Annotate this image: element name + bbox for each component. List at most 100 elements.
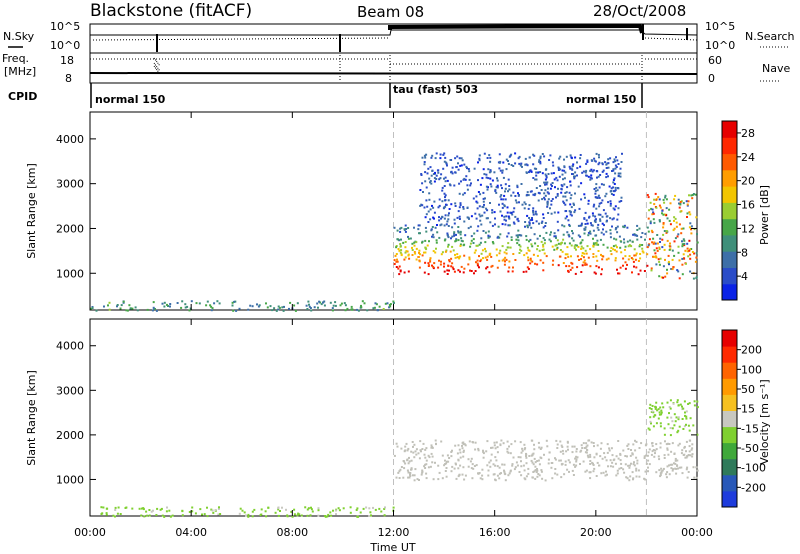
range-cell (435, 174, 438, 177)
range-cell (597, 163, 600, 166)
range-cell (605, 176, 608, 179)
colorbar-swatch (722, 267, 737, 285)
range-cell (542, 217, 545, 219)
colorbar-swatch (722, 490, 737, 508)
range-cell (551, 161, 554, 164)
range-cell (443, 177, 445, 180)
range-cell (447, 199, 450, 202)
range-cell (690, 232, 693, 235)
range-cell (562, 178, 564, 181)
range-cell (696, 406, 699, 409)
range-cell (472, 197, 475, 200)
range-cell (481, 468, 484, 471)
range-cell (399, 468, 402, 471)
range-cell (587, 456, 590, 459)
range-cell (567, 255, 570, 258)
range-cell (600, 201, 603, 204)
range-cell (532, 463, 535, 466)
range-cell (463, 192, 466, 195)
range-cell (691, 443, 694, 446)
range-cell (595, 186, 598, 189)
range-cell (453, 270, 456, 273)
range-cell (493, 444, 496, 447)
range-cell (611, 170, 613, 172)
range-cell (680, 227, 683, 230)
range-cell (485, 450, 488, 453)
range-cell (607, 465, 609, 468)
range-cell (612, 248, 615, 251)
range-cell (278, 306, 281, 309)
range-cell (402, 460, 405, 462)
range-cell (639, 243, 641, 246)
range-cell (664, 258, 666, 261)
range-cell (585, 445, 588, 448)
range-cell (429, 465, 432, 468)
range-cell (618, 272, 621, 275)
range-cell (409, 237, 412, 240)
range-cell (503, 194, 506, 197)
range-cell (631, 453, 634, 456)
range-cell (605, 172, 608, 175)
range-cell (607, 162, 610, 165)
range-cell (639, 253, 642, 255)
range-cell (532, 452, 535, 455)
range-cell (593, 203, 596, 206)
range-cell (527, 259, 530, 262)
range-cell (588, 471, 591, 474)
range-cell (612, 181, 615, 184)
range-cell (693, 400, 696, 403)
range-cell (624, 463, 627, 466)
range-cell (394, 254, 397, 257)
range-cell (526, 214, 529, 217)
range-cell (487, 186, 489, 189)
range-cell (517, 456, 520, 459)
range-cell (658, 263, 661, 266)
range-cell (478, 205, 481, 208)
range-cell (625, 476, 628, 479)
colorbar-swatch (722, 169, 737, 187)
range-cell (448, 260, 451, 263)
range-cell (277, 506, 280, 509)
range-cell (669, 427, 672, 429)
range-cell (395, 476, 398, 479)
range-cell (677, 245, 680, 248)
range-cell (451, 465, 454, 468)
range-cell (517, 239, 520, 242)
range-cell (572, 463, 575, 466)
range-cell (423, 453, 426, 456)
range-cell (600, 472, 603, 475)
range-cell (334, 304, 337, 307)
range-cell (573, 245, 576, 248)
range-cell (509, 246, 512, 249)
freq-tick-top: 18 (60, 54, 74, 67)
range-cell (406, 459, 409, 462)
range-cell (545, 183, 548, 186)
range-cell (500, 439, 503, 442)
range-cell (616, 231, 619, 234)
range-cell (217, 513, 220, 516)
range-cell (528, 240, 530, 243)
range-cell (176, 302, 179, 304)
range-cell (413, 226, 415, 229)
range-cell (694, 193, 697, 196)
range-cell (478, 159, 481, 162)
range-cell (449, 159, 452, 161)
range-cell (563, 177, 566, 180)
range-cell (395, 253, 398, 255)
range-cell (513, 207, 516, 210)
range-cell (667, 254, 670, 257)
range-cell (277, 514, 280, 517)
range-cell (516, 242, 519, 245)
range-cell (548, 451, 551, 454)
range-cell (409, 475, 412, 477)
range-cell (281, 306, 284, 309)
range-cell (673, 452, 676, 455)
range-cell (609, 204, 612, 207)
range-cell (535, 174, 538, 177)
range-cell (679, 203, 682, 206)
range-cell (532, 177, 535, 179)
range-cell (472, 238, 475, 241)
range-cell (613, 177, 616, 180)
range-cell (677, 467, 679, 470)
range-cell (510, 239, 513, 241)
